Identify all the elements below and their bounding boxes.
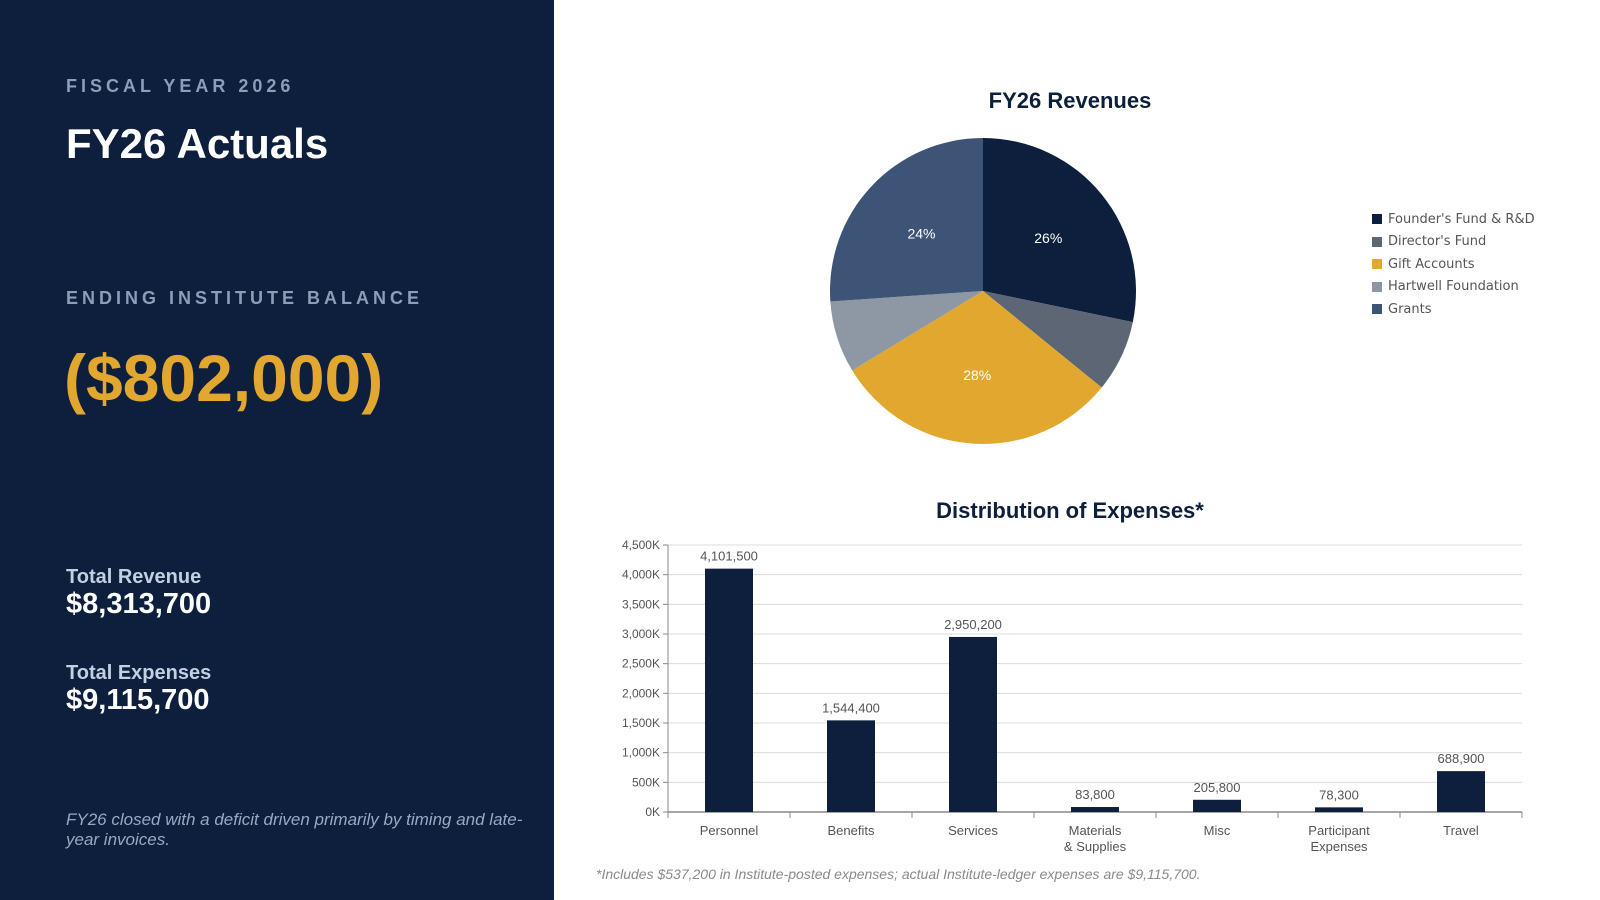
y-tick-label: 500K xyxy=(632,775,660,789)
y-tick-label: 0K xyxy=(645,805,660,819)
pie-slice-label: 24% xyxy=(907,226,935,242)
pie-slice-1 xyxy=(983,291,1133,388)
revenue-value: $8,313,700 xyxy=(66,588,212,620)
y-tick-label: 4,000K xyxy=(622,568,660,582)
legend-label: Grants xyxy=(1388,301,1432,317)
legend-item: Grants xyxy=(1372,298,1535,321)
bar xyxy=(1193,799,1241,812)
summary-note: FY26 closed with a deficit driven primar… xyxy=(66,810,523,849)
pie-slice-label: 28% xyxy=(963,367,991,383)
x-category-label: Participant xyxy=(1308,823,1370,838)
footnote: *Includes $537,200 in Institute-posted e… xyxy=(596,866,1201,882)
x-category-label: Misc xyxy=(1204,823,1231,838)
legend-item: Hartwell Foundation xyxy=(1372,276,1535,299)
balance-value: ($802,000) xyxy=(64,341,384,415)
y-tick-label: 3,000K xyxy=(622,627,660,641)
legend-swatch xyxy=(1372,259,1382,270)
legend-label: Gift Accounts xyxy=(1388,256,1475,272)
legend-item: Director's Fund xyxy=(1372,231,1535,254)
bar-value-label: 688,900 xyxy=(1438,751,1485,766)
bar-value-label: 78,300 xyxy=(1319,787,1359,802)
pie-slice-3 xyxy=(830,291,983,371)
x-category-label: Personnel xyxy=(700,823,759,838)
pie-legend: Founder's Fund & R&D Director's Fund Gift … xyxy=(1372,208,1535,321)
left-panel: FISCAL YEAR 2026 FY26 Actuals ENDING INS… xyxy=(0,0,554,900)
legend-swatch xyxy=(1372,304,1382,315)
bar xyxy=(827,720,875,812)
legend-swatch xyxy=(1372,214,1382,225)
bar-value-label: 205,800 xyxy=(1194,780,1241,795)
y-tick-label: 1,500K xyxy=(622,716,660,730)
fiscal-year-kicker: FISCAL YEAR 2026 xyxy=(66,76,295,96)
x-category-label: & Supplies xyxy=(1064,839,1127,854)
x-category-label: Expenses xyxy=(1310,839,1368,854)
expenses-value: $9,115,700 xyxy=(66,684,210,716)
bar-value-label: 4,101,500 xyxy=(700,549,758,564)
page-title: FY26 Actuals xyxy=(66,120,329,167)
revenue-label: Total Revenue xyxy=(66,566,202,588)
legend-label: Director's Fund xyxy=(1388,234,1487,250)
pie-slice-4 xyxy=(830,138,983,302)
bar-value-label: 2,950,200 xyxy=(944,617,1002,632)
y-tick-label: 4,500K xyxy=(622,538,660,552)
bar-value-label: 83,800 xyxy=(1075,787,1115,802)
bar xyxy=(1071,807,1119,812)
bar xyxy=(1315,807,1363,812)
y-tick-label: 3,500K xyxy=(622,597,660,611)
x-category-label: Travel xyxy=(1443,823,1479,838)
legend-label: Founder's Fund & R&D xyxy=(1388,211,1535,227)
x-category-label: Services xyxy=(948,823,998,838)
y-tick-label: 1,000K xyxy=(622,746,660,760)
bar-value-label: 1,544,400 xyxy=(822,700,880,715)
y-tick-label: 2,000K xyxy=(622,686,660,700)
legend-item: Founder's Fund & R&D xyxy=(1372,208,1535,231)
x-category-label: Materials xyxy=(1069,823,1122,838)
legend-label: Hartwell Foundation xyxy=(1388,279,1519,295)
x-category-label: Benefits xyxy=(828,823,875,838)
pie-slice-0 xyxy=(983,138,1136,323)
bar xyxy=(705,568,753,812)
balance-label: ENDING INSTITUTE BALANCE xyxy=(66,288,423,308)
bar xyxy=(949,636,997,812)
y-tick-label: 2,500K xyxy=(622,657,660,671)
legend-swatch xyxy=(1372,236,1382,247)
bar xyxy=(1437,771,1485,812)
legend-swatch xyxy=(1372,281,1382,292)
pie-slice-label: 26% xyxy=(1034,230,1062,246)
expenses-label: Total Expenses xyxy=(66,662,212,684)
pie-chart-title: FY26 Revenues xyxy=(988,88,1152,113)
pie-slice-2 xyxy=(852,291,1102,445)
bar-chart-title: Distribution of Expenses* xyxy=(936,498,1204,523)
legend-item: Gift Accounts xyxy=(1372,253,1535,276)
